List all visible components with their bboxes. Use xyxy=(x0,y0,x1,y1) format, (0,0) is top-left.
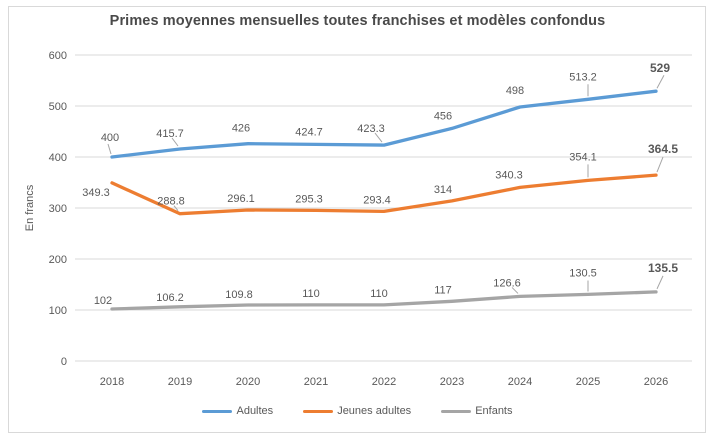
legend-line-swatch-enfants xyxy=(441,409,472,413)
y-axis-title: En francs xyxy=(24,184,36,231)
x-tick-2018: 2018 xyxy=(100,376,124,388)
legend-item-jeunes-adultes: Jeunes adultes xyxy=(303,405,411,417)
data-label-jeunes-adultes-2019: 288.8 xyxy=(157,196,185,208)
gridlines xyxy=(75,54,692,362)
x-tick-2019: 2019 xyxy=(168,376,192,388)
label-leader-line xyxy=(656,156,664,173)
data-label-enfants-2025: 130.5 xyxy=(569,267,597,279)
data-label-jeunes-adultes-2022: 293.4 xyxy=(363,194,391,206)
legend-label-adultes: Adultes xyxy=(236,405,274,417)
data-label-enfants-2026: 135.5 xyxy=(648,261,678,275)
y-tick-300: 300 xyxy=(49,203,67,215)
data-label-enfants-2019: 106.2 xyxy=(156,292,184,304)
data-label-jeunes-adultes-2023: 314 xyxy=(434,184,452,196)
data-label-adultes-2026: 529 xyxy=(650,61,670,75)
data-label-adultes-2025: 513.2 xyxy=(569,71,597,83)
data-label-adultes-2020: 426 xyxy=(232,123,250,135)
label-leader-line xyxy=(656,74,665,89)
data-label-adultes-2024: 498 xyxy=(506,85,524,97)
label-leader-line xyxy=(374,132,383,143)
label-leader-lines xyxy=(107,74,665,294)
y-tick-600: 600 xyxy=(49,50,67,62)
chart-frame xyxy=(8,6,706,433)
series-lines xyxy=(110,89,658,311)
data-label-jeunes-adultes-2025: 354.1 xyxy=(569,151,597,163)
y-tick-100: 100 xyxy=(49,305,67,317)
x-tick-2023: 2023 xyxy=(440,376,464,388)
legend-label-enfants: Enfants xyxy=(475,405,513,417)
data-label-enfants-2022: 110 xyxy=(370,288,388,300)
legend-item-enfants: Enfants xyxy=(441,405,513,417)
legend-line-swatch-jeunes-adultes xyxy=(303,409,334,413)
legend-line-swatch-adultes xyxy=(202,409,233,413)
label-leader-line xyxy=(656,275,664,290)
data-labels: 400 415.7 426 424.7 423.3 456 498 513.2 529 349.3… xyxy=(82,61,678,307)
data-label-jeunes-adultes-2021: 295.3 xyxy=(295,193,323,205)
data-label-enfants-2021: 110 xyxy=(302,288,320,300)
data-label-adultes-2018: 400 xyxy=(101,132,119,144)
x-tick-2026: 2026 xyxy=(644,376,668,388)
data-label-jeunes-adultes-2018: 349.3 xyxy=(82,187,110,199)
data-label-enfants-2023: 117 xyxy=(434,284,452,296)
label-leader-line xyxy=(171,137,179,147)
x-tick-2022: 2022 xyxy=(372,376,396,388)
y-axis-labels: 0 100 200 300 400 500 600 xyxy=(49,50,67,368)
y-tick-500: 500 xyxy=(49,101,67,113)
series-line-jeunes-adultes xyxy=(110,173,658,216)
legend: Adultes Jeunes adultes Enfants xyxy=(0,405,715,417)
data-label-adultes-2019: 415.7 xyxy=(156,128,184,140)
series-line-enfants xyxy=(110,290,658,311)
label-leader-line xyxy=(173,205,179,212)
chart-title: Primes moyennes mensuelles toutes franch… xyxy=(109,13,606,29)
data-label-adultes-2023: 456 xyxy=(434,110,452,122)
data-label-enfants-2018: 102 xyxy=(94,295,112,307)
data-label-enfants-2020: 109.8 xyxy=(225,289,253,301)
series-line-adultes xyxy=(110,89,658,159)
y-tick-400: 400 xyxy=(49,152,67,164)
data-label-jeunes-adultes-2020: 296.1 xyxy=(227,193,255,205)
data-label-adultes-2022: 423.3 xyxy=(357,123,385,135)
data-label-adultes-2021: 424.7 xyxy=(295,126,323,138)
x-tick-2021: 2021 xyxy=(304,376,328,388)
label-leader-line xyxy=(511,287,519,294)
x-tick-2024: 2024 xyxy=(508,376,532,388)
data-label-jeunes-adultes-2026: 364.5 xyxy=(648,142,678,156)
legend-label-jeunes-adultes: Jeunes adultes xyxy=(337,405,412,417)
y-tick-200: 200 xyxy=(49,254,67,266)
x-tick-2025: 2025 xyxy=(576,376,600,388)
legend-item-adultes: Adultes xyxy=(202,405,273,417)
x-axis-labels: 2018 2019 2020 2021 2022 2023 2024 2025 2026 xyxy=(100,376,668,388)
data-label-enfants-2024: 126.6 xyxy=(493,277,521,289)
data-label-jeunes-adultes-2024: 340.3 xyxy=(495,169,523,181)
label-leader-line xyxy=(107,143,112,155)
y-tick-0: 0 xyxy=(61,356,67,368)
x-tick-2020: 2020 xyxy=(236,376,260,388)
